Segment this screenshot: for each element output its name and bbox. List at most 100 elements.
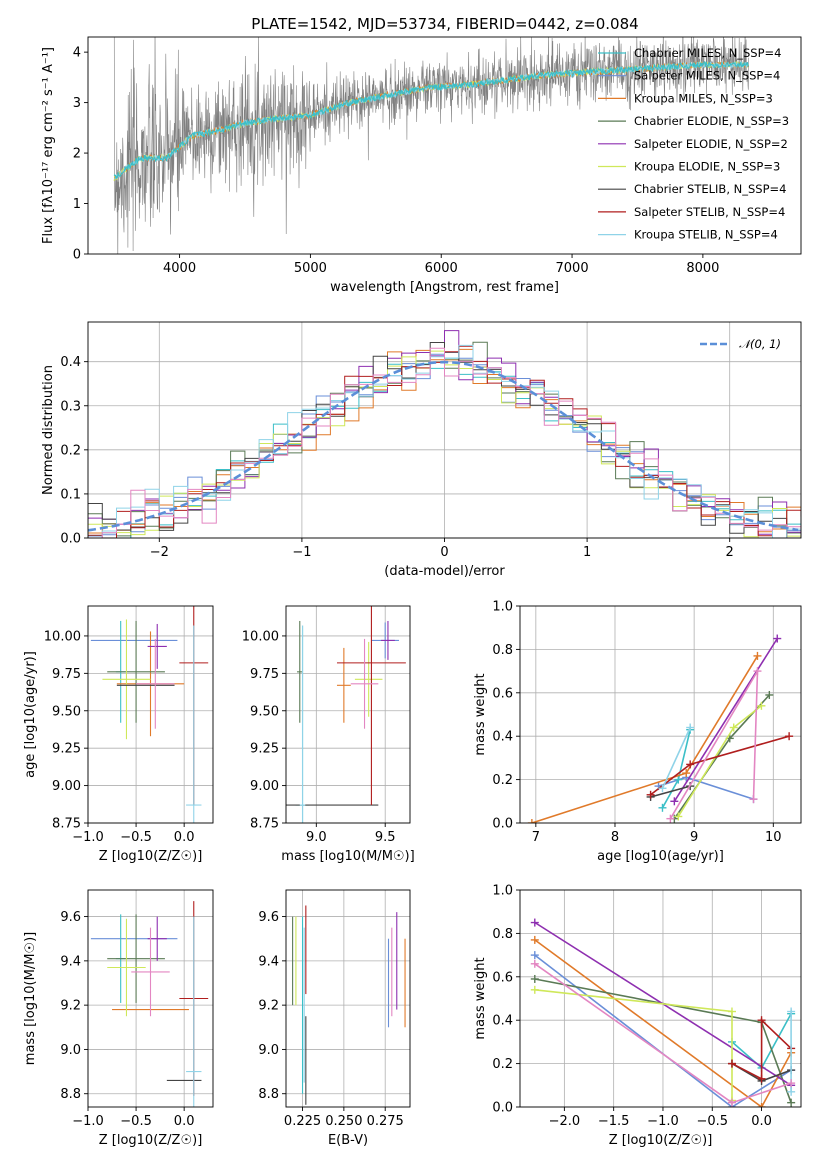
- age-vs-Z-xtick-label: 0.0: [174, 830, 195, 845]
- massweight-vs-age-marker: [750, 795, 758, 803]
- mass-vs-Z-point: [131, 928, 169, 1017]
- residuals-panel: −2 −1 0 1 20.00.10.20.30.4(data-model)/error…: [41, 322, 815, 579]
- massweight-vs-Z-xtick-label: −1.5: [598, 1114, 630, 1129]
- mass-vs-Z-xtick-label: −1.0: [72, 1114, 104, 1129]
- mass-vs-Z-panel: −1.0 −0.5 0.08.89.09.29.49.6Z [log10(Z/Z☉)…: [23, 890, 213, 1170]
- massweight-vs-age-xlabel: age [log10(age/yr)]: [597, 849, 724, 864]
- mass-vs-Z-xtick-label: 0.0: [174, 1114, 195, 1129]
- massweight-vs-age-frame: [520, 606, 801, 823]
- massweight-vs-Z-ytick-label: 0.8: [492, 927, 513, 942]
- mass-vs-EBV-panel: 0.225 0.250 0.275 8.8 9.0 9.2 9.4 9.6 E(B-V): [258, 890, 410, 1148]
- mass-vs-Z-point: [186, 917, 201, 1170]
- age-vs-mass-frame: [286, 606, 410, 823]
- residuals-ytick-label: 0.0: [60, 532, 81, 547]
- spectrum-xtick-label: 7000: [556, 261, 589, 276]
- massweight-vs-Z-marker: [531, 986, 539, 994]
- massweight-vs-age-xtick-label: 9: [690, 830, 698, 845]
- massweight-vs-age-xtick-label: 10: [765, 830, 782, 845]
- spectrum-xlabel: wavelength [Angstrom, rest frame]: [330, 280, 559, 295]
- age-vs-mass-ytick-label: 8.75: [250, 817, 279, 832]
- massweight-vs-age-series-line: [651, 736, 790, 795]
- massweight-vs-Z-ytick-label: 0.0: [492, 1101, 513, 1116]
- massweight-vs-age-xtick-label: 7: [532, 830, 540, 845]
- age-vs-Z-ytick-label: 9.00: [52, 779, 81, 794]
- spectrum-xtick-label: 8000: [686, 261, 719, 276]
- massweight-vs-age-marker: [658, 804, 666, 812]
- massweight-vs-age-ytick-label: 0.0: [492, 817, 513, 832]
- massweight-vs-Z-ytick-label: 0.4: [492, 1014, 513, 1029]
- mass-vs-Z-ytick-label: 9.6: [60, 910, 81, 925]
- massweight-vs-age-marker: [666, 815, 674, 823]
- mass-vs-Z-plot-area: [91, 901, 208, 1170]
- spectrum-legend-entry: Kroupa MILES, N_SSP=3: [634, 91, 773, 105]
- residuals-xtick-label: 0: [440, 545, 448, 560]
- mass-vs-EBV-xlabel: E(B-V): [328, 1133, 368, 1148]
- massweight-vs-Z-xlabel: Z [log10(Z/Z☉)]: [609, 1133, 713, 1148]
- residuals-xtick-label: 2: [726, 545, 734, 560]
- age-vs-mass-ytick-label: 9.75: [250, 667, 279, 682]
- spectrum-title: PLATE=1542, MJD=53734, FIBERID=0442, z=0…: [251, 15, 638, 33]
- mass-vs-Z-ylabel: mass [log10(M/M☉)]: [23, 932, 38, 1065]
- mass-vs-Z-xlabel: Z [log10(Z/Z☉)]: [99, 1133, 203, 1148]
- age-vs-Z-point: [102, 619, 150, 739]
- mass-vs-Z-point: [107, 919, 145, 1016]
- massweight-vs-Z-xtick-label: −0.5: [696, 1114, 728, 1129]
- age-vs-Z-ylabel: age [log10(age/yr)]: [23, 651, 38, 778]
- spectrum-legend-entry: Kroupa ELODIE, N_SSP=3: [634, 160, 780, 174]
- age-vs-mass-ytick-label: 9.50: [250, 704, 279, 719]
- spectrum-ytick-label: 0: [73, 248, 81, 263]
- massweight-vs-age-plot-area: [528, 635, 793, 827]
- massweight-vs-age-series-line: [663, 730, 691, 808]
- spectrum-xtick-label: 6000: [425, 261, 458, 276]
- massweight-vs-Z-ytick-label: 1.0: [492, 884, 513, 899]
- massweight-vs-Z-panel: −2.0 −1.5 −1.0 −0.5 0.00.00.20.40.60.81.0Z […: [473, 884, 801, 1149]
- massweight-vs-age-marker: [670, 797, 678, 805]
- residuals-xtick-label: −1: [292, 545, 311, 560]
- age-vs-mass-ytick-label: 10.00: [242, 629, 279, 644]
- mass-vs-Z-ytick-label: 8.8: [60, 1087, 81, 1102]
- age-vs-mass-xlabel: mass [log10(M/M☉)]: [281, 849, 414, 864]
- massweight-vs-age-xtick-label: 8: [611, 830, 619, 845]
- age-vs-mass-point: [381, 621, 395, 660]
- age-vs-Z-point: [136, 639, 174, 729]
- age-vs-Z-xlabel: Z [log10(Z/Z☉)]: [99, 849, 203, 864]
- massweight-vs-age-panel: 7 8 9 100.00.20.40.60.81.0age [log10(age/yr…: [473, 600, 801, 865]
- massweight-vs-Z-ylabel: mass weight: [473, 957, 488, 1039]
- mass-vs-Z-point: [107, 914, 165, 1003]
- massweight-vs-age-series-line: [674, 639, 777, 802]
- massweight-vs-Z-xtick-label: −2.0: [549, 1114, 581, 1129]
- massweight-vs-age-ytick-label: 1.0: [492, 600, 513, 615]
- massweight-vs-age-ylabel: mass weight: [473, 673, 488, 755]
- residuals-ytick-label: 0.1: [60, 487, 81, 502]
- spectrum-legend-entry: Salpeter ELODIE, N_SSP=2: [634, 137, 788, 151]
- spectrum-ytick-label: 3: [73, 96, 81, 111]
- mass-vs-EBV-xtick-label: 0.225: [284, 1114, 321, 1129]
- mass-vs-Z-ytick-label: 9.4: [60, 954, 81, 969]
- spectrum-legend-entry: Kroupa STELIB, N_SSP=4: [634, 228, 778, 242]
- age-vs-mass-ytick-label: 9.00: [250, 779, 279, 794]
- residuals-ytick-label: 0.4: [60, 355, 81, 370]
- massweight-vs-Z-marker: [787, 1099, 795, 1107]
- spectrum-legend-entry: Chabrier STELIB, N_SSP=4: [634, 182, 786, 196]
- age-vs-Z-ytick-label: 9.25: [52, 742, 81, 757]
- spectrum-legend-entry: Chabrier ELODIE, N_SSP=3: [634, 114, 789, 128]
- massweight-vs-age-ytick-label: 0.6: [492, 686, 513, 701]
- spectrum-legend-entry: Salpeter STELIB, N_SSP=4: [634, 205, 785, 219]
- massweight-vs-Z-frame: [520, 890, 801, 1107]
- massweight-vs-Z-marker: [728, 1060, 736, 1068]
- massweight-vs-age-marker: [753, 652, 761, 660]
- massweight-vs-age-marker: [773, 635, 781, 643]
- massweight-vs-Z-marker: [531, 975, 539, 983]
- mass-vs-EBV-ytick-label: 9.4: [258, 954, 279, 969]
- mass-vs-Z-xtick-label: −0.5: [120, 1114, 152, 1129]
- mass-vs-Z-ytick-label: 9.0: [60, 1043, 81, 1058]
- spectrum-panel: 4000 5000 6000 7000 8000 0 1 2 3 4 wavelength [Ang…: [41, 13, 801, 295]
- massweight-vs-Z-marker: [728, 1008, 736, 1016]
- age-vs-mass-ytick-label: 9.25: [250, 742, 279, 757]
- mass-vs-EBV-ytick-label: 9.6: [258, 910, 279, 925]
- massweight-vs-age-series-line: [532, 656, 758, 823]
- residuals-ylabel: Normed distribution: [41, 365, 56, 495]
- age-vs-Z-ytick-label: 10.00: [44, 629, 81, 644]
- figure: 4000 5000 6000 7000 800001234wavelength [Ang…: [0, 0, 819, 1170]
- mass-vs-EBV-ytick-label: 9.0: [258, 1043, 279, 1058]
